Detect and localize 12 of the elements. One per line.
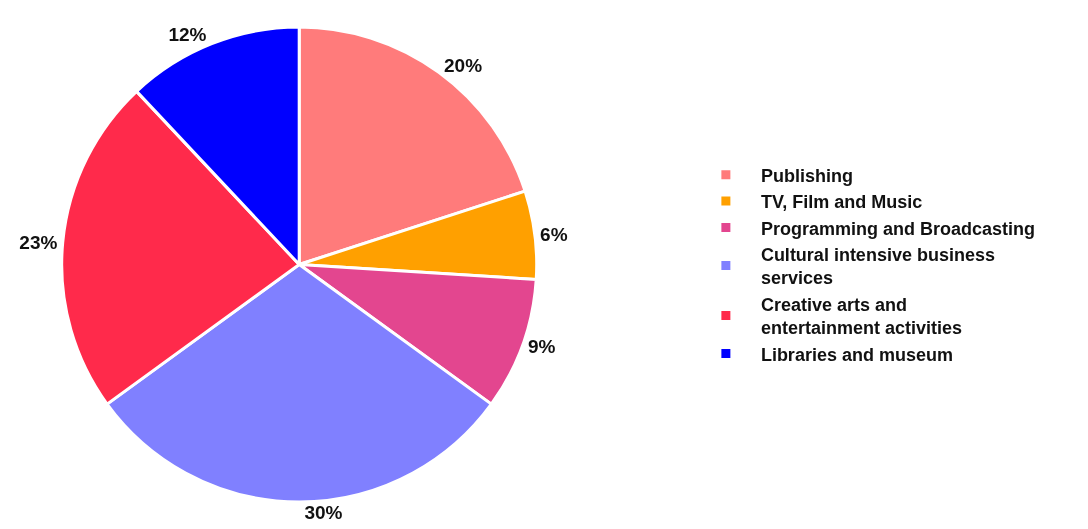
- data-label: 23%: [19, 231, 58, 253]
- data-label: 20%: [444, 54, 483, 76]
- legend-label: Cultural intensive business services: [760, 244, 995, 289]
- data-label: 9%: [527, 335, 556, 357]
- legend-label: Publishing: [760, 165, 853, 186]
- data-label: 12%: [168, 24, 207, 46]
- legend-label: Programming and Broadcasting: [760, 218, 1035, 239]
- legend-label: Libraries and museum: [760, 344, 953, 365]
- data-label: 6%: [540, 224, 568, 246]
- legend-label: TV, Film and Music: [760, 192, 923, 213]
- legend-label: Creative arts and entertainment activities: [760, 294, 962, 339]
- data-label: 30%: [304, 502, 343, 523]
